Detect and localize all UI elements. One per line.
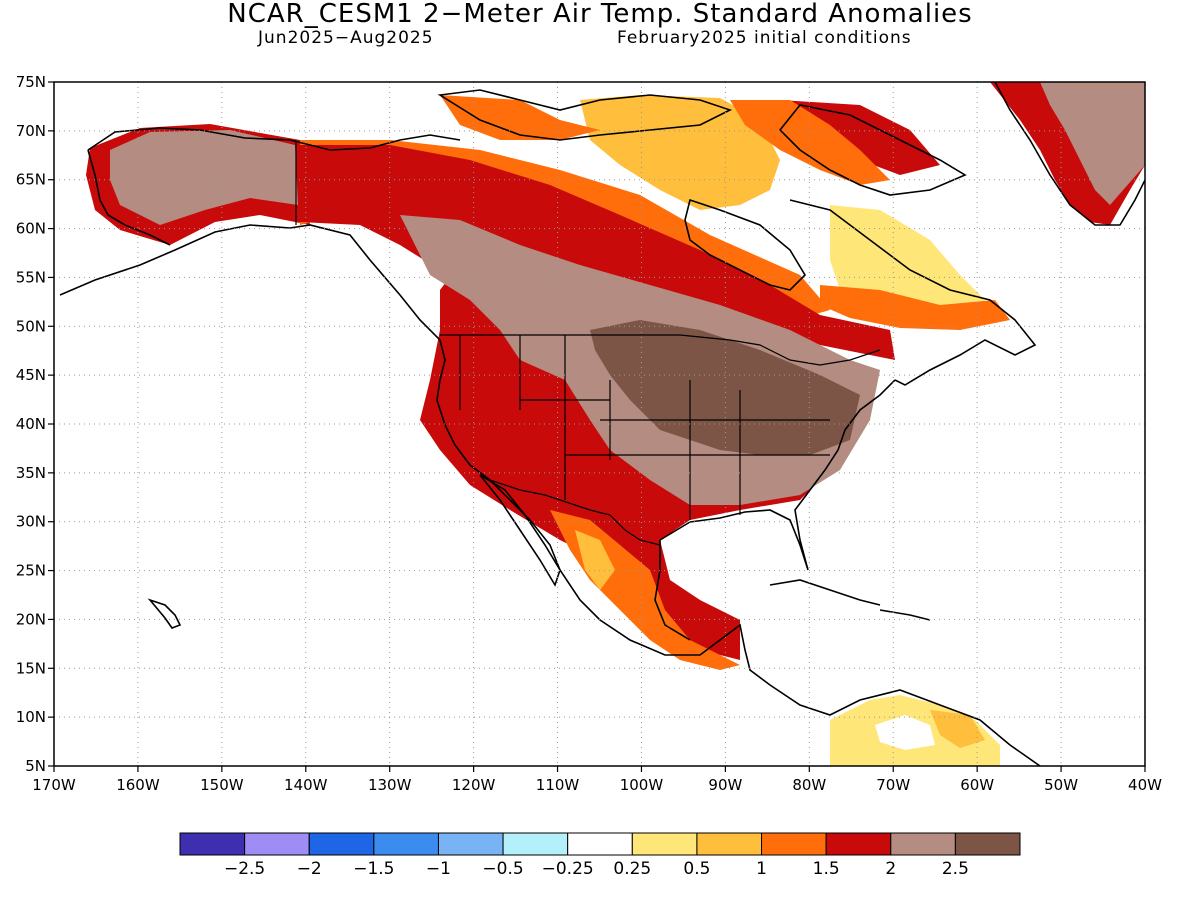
lon-tick-label: 100W — [620, 776, 664, 794]
colorbar — [179, 832, 1021, 856]
lon-tick-label: 50W — [1044, 776, 1078, 794]
colorbar-label: 2.5 — [942, 859, 969, 879]
colorbar-swatch — [954, 832, 1021, 856]
colorbar-swatch — [308, 832, 375, 856]
lat-tick-label: 40N — [16, 415, 46, 433]
lon-tick-label: 170W — [32, 776, 76, 794]
colorbar-swatch — [244, 832, 310, 856]
lat-tick-label: 35N — [16, 464, 46, 482]
lat-tick-label: 30N — [16, 513, 46, 531]
anomaly-region-baffin-orange — [730, 100, 890, 185]
lon-tick-label: 80W — [792, 776, 826, 794]
colorbar-label: −1.5 — [353, 859, 394, 879]
anomaly-region-arctic-orange — [440, 95, 600, 140]
longitude-labels: 170W 160W 150W 140W 130W 120W 110W 100W 90W 80W 70… — [32, 766, 1162, 794]
coastlines — [59, 82, 1145, 766]
colorbar-swatch — [631, 832, 698, 856]
colorbar-label: −2 — [297, 859, 322, 879]
initial-conditions: February2025 initial conditions — [617, 28, 912, 48]
lon-tick-label: 120W — [452, 776, 496, 794]
lon-tick-label: 140W — [284, 776, 328, 794]
anomaly-region-labrador-orange — [820, 285, 1010, 330]
lat-tick-label: 65N — [16, 171, 46, 189]
colorbar-labels: −2.5 −2 −1.5 −1 −0.5 −0.25 0.25 0.5 1 1.5 2 2.5 — [224, 859, 969, 879]
lon-tick-label: 130W — [368, 776, 412, 794]
political-boundaries — [295, 140, 881, 546]
lat-tick-label: 20N — [16, 610, 46, 628]
lon-tick-label: 70W — [876, 776, 910, 794]
anomaly-region-eastern-canada-yellow — [580, 95, 780, 210]
lat-tick-label: 55N — [16, 268, 46, 286]
anomaly-region-greenland-brown — [1040, 82, 1145, 205]
lon-tick-label: 90W — [708, 776, 742, 794]
colorbar-swatch — [890, 832, 956, 856]
map-title: NCAR_CESM1 2−Meter Air Temp. Standard An… — [227, 0, 973, 29]
colorbar-swatch — [567, 832, 633, 856]
lat-tick-label: 10N — [16, 708, 46, 726]
colorbar-label: −2.5 — [224, 859, 265, 879]
anomaly-region-south-america-white — [875, 715, 935, 750]
lon-tick-label: 60W — [960, 776, 994, 794]
colorbar-label: −1 — [426, 859, 451, 879]
colorbar-swatch — [761, 832, 827, 856]
lat-tick-label: 25N — [16, 562, 46, 580]
anomaly-region-alaska-brown — [110, 130, 298, 225]
colorbar-swatch — [437, 832, 504, 856]
lon-tick-label: 160W — [116, 776, 160, 794]
colorbar-label: 0.5 — [683, 859, 710, 879]
lon-tick-label: 110W — [536, 776, 580, 794]
colorbar-swatch — [502, 832, 569, 856]
lat-tick-label: 75N — [16, 73, 46, 91]
lat-tick-label: 60N — [16, 220, 46, 238]
colorbar-swatch — [696, 832, 763, 856]
colorbar-label: −0.25 — [542, 859, 594, 879]
lat-tick-label: 70N — [16, 122, 46, 140]
lat-tick-label: 5N — [25, 757, 46, 775]
colorbar-label: 0.25 — [613, 859, 651, 879]
colorbar-label: 1 — [756, 859, 767, 879]
latitude-labels: 75N 70N 65N 60N 55N 50N 45N 40N 35N 30N 25N 20N 15N 1… — [16, 73, 54, 775]
colorbar-swatch — [373, 832, 439, 856]
graticule — [54, 82, 1145, 766]
lon-tick-label: 150W — [200, 776, 244, 794]
lat-tick-label: 50N — [16, 317, 46, 335]
lon-tick-label: 40W — [1128, 776, 1162, 794]
anomaly-region-mexico-yellow — [575, 530, 615, 590]
colorbar-swatch — [179, 832, 246, 856]
forecast-period: Jun2025−Aug2025 — [258, 28, 434, 48]
colorbar-label: 1.5 — [813, 859, 840, 879]
colorbar-swatch — [825, 832, 892, 856]
lat-tick-label: 45N — [16, 366, 46, 384]
colorbar-label: 2 — [885, 859, 896, 879]
lat-tick-label: 15N — [16, 659, 46, 677]
anomaly-region-venezuela-orange — [930, 710, 985, 748]
colorbar-label: −0.5 — [482, 859, 523, 879]
